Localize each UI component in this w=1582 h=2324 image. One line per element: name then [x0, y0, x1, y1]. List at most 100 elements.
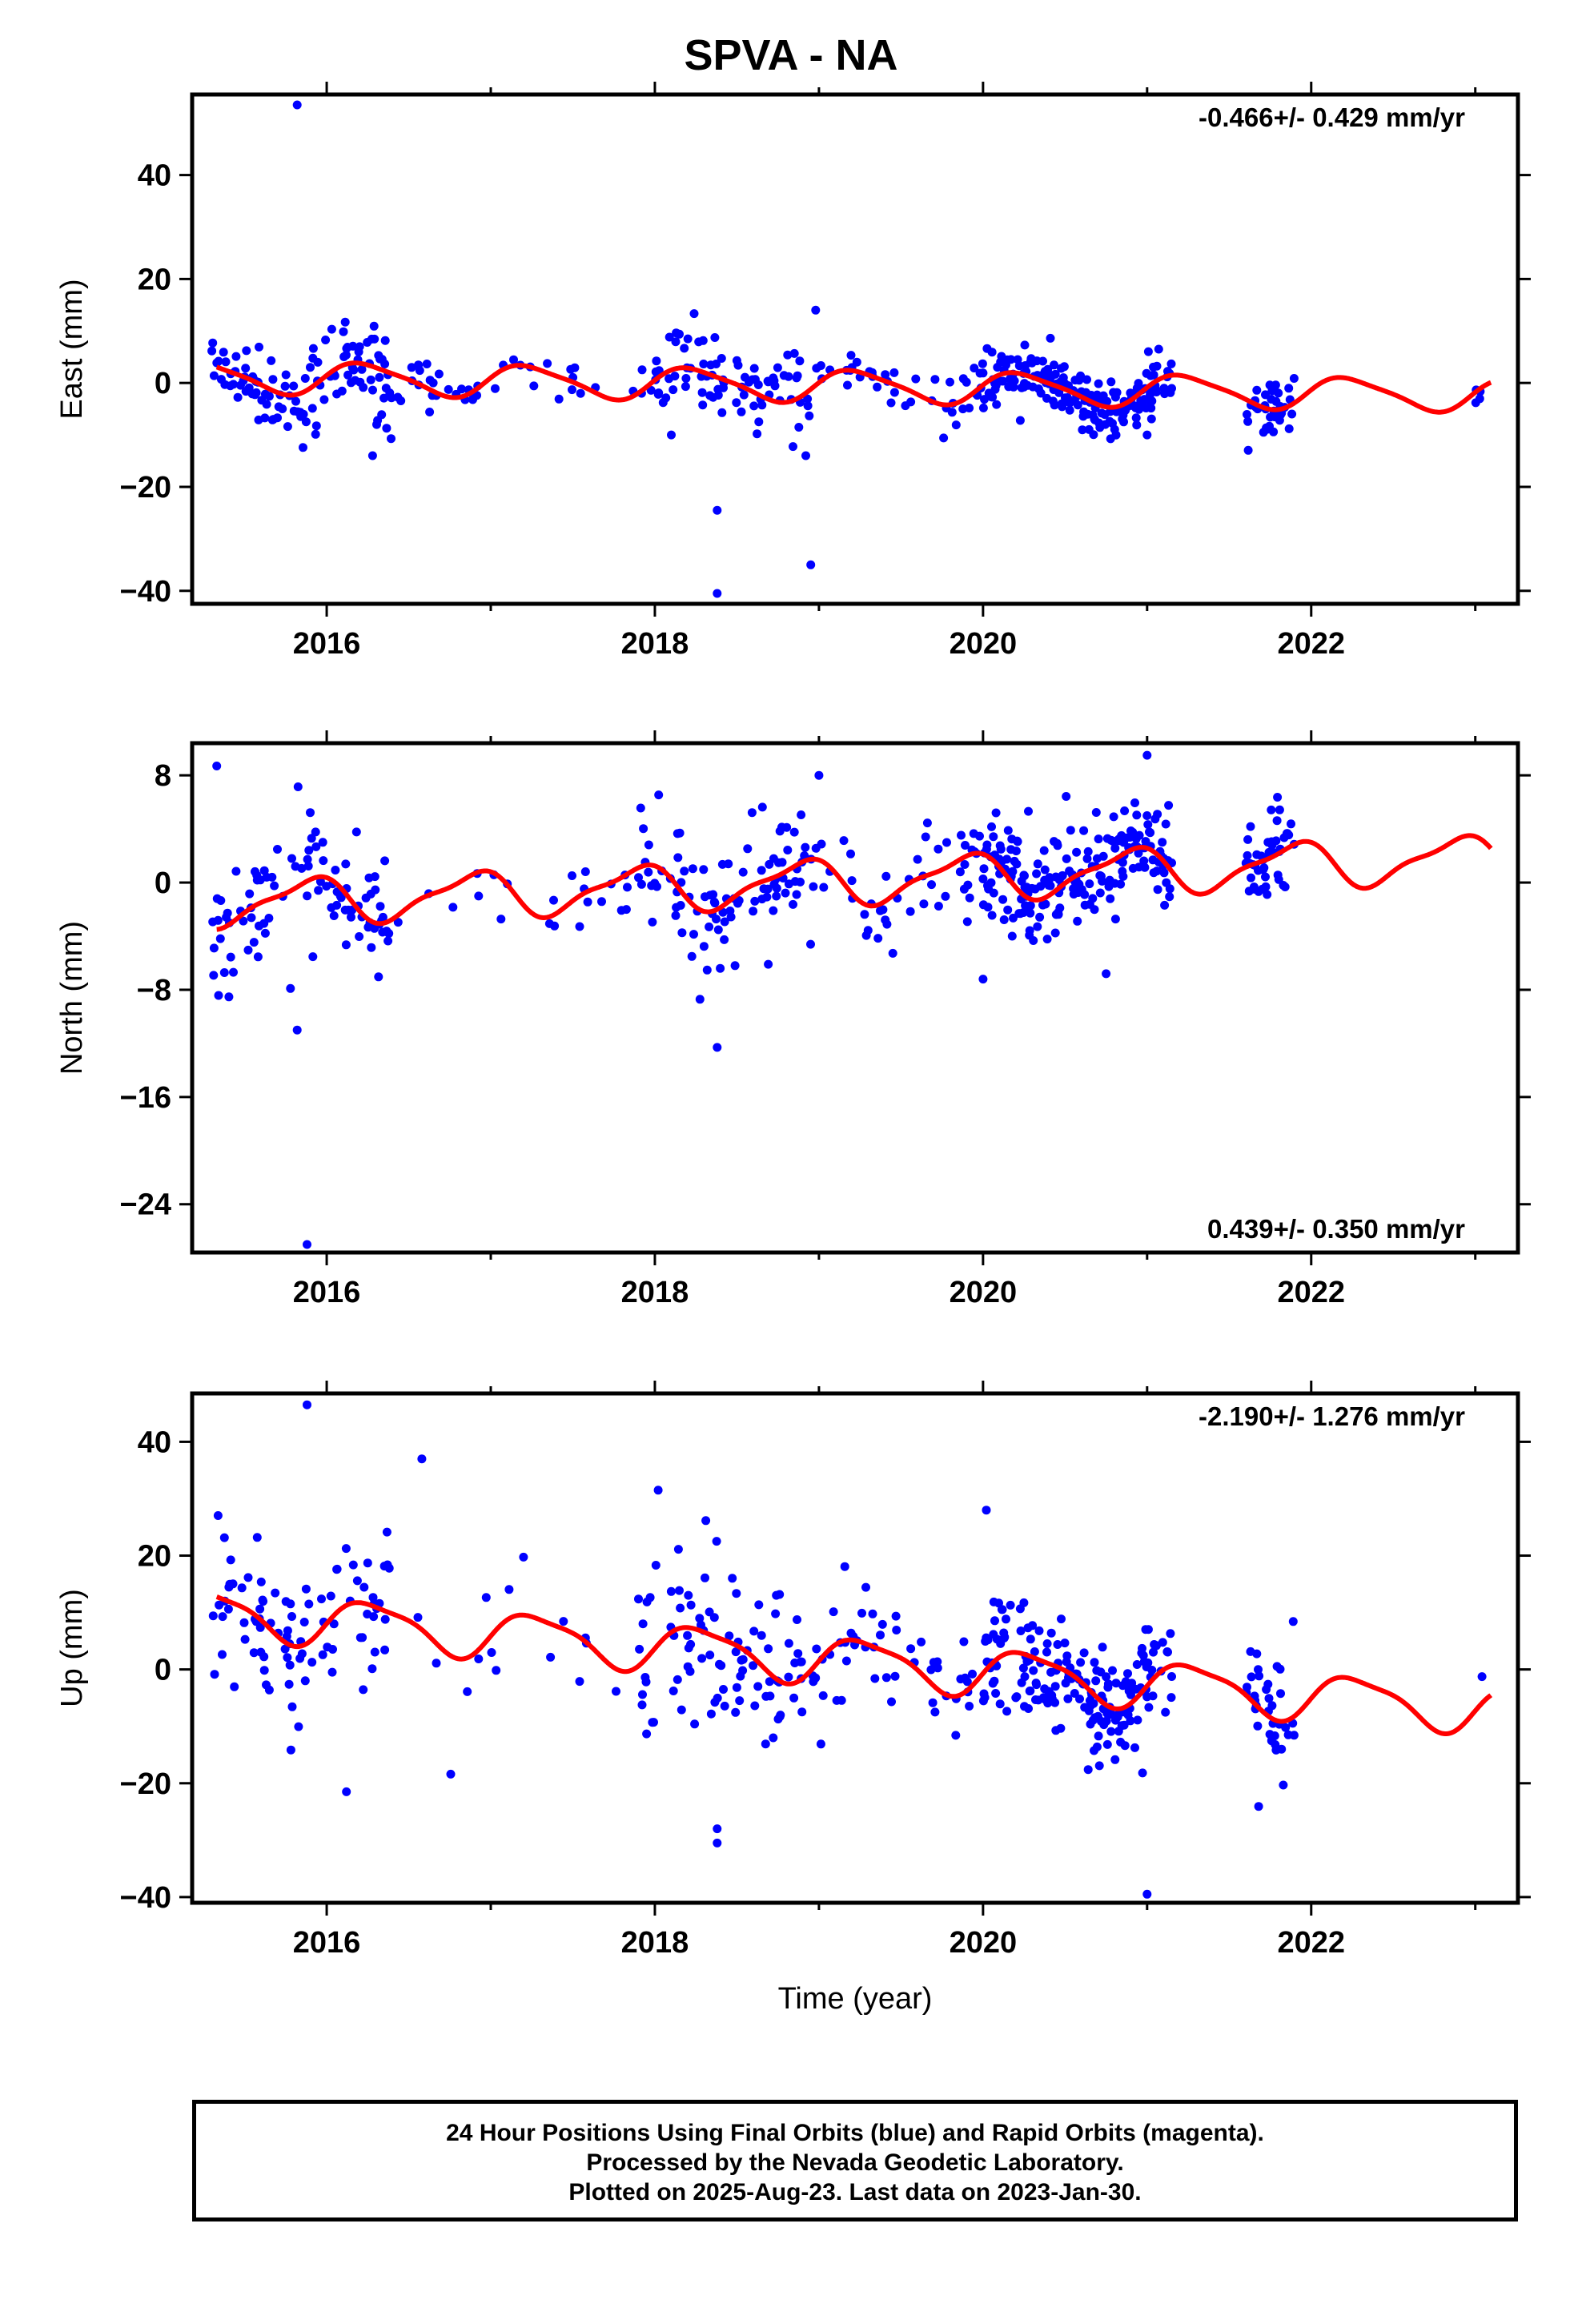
data-point [661, 393, 671, 403]
y-axis-label: Up (mm) [55, 1589, 89, 1707]
data-point [926, 1665, 936, 1675]
data-point [1123, 1669, 1132, 1679]
data-point [829, 1607, 838, 1617]
data-point [987, 348, 997, 357]
data-point [675, 329, 684, 339]
data-point [1094, 1761, 1104, 1771]
data-point [209, 971, 219, 980]
data-point [796, 877, 805, 887]
data-point [293, 782, 303, 791]
data-point [1149, 1647, 1158, 1657]
data-point [1246, 822, 1255, 831]
data-point [706, 1709, 716, 1719]
data-point [1261, 882, 1271, 891]
data-point [327, 1667, 337, 1677]
data-point [870, 1674, 880, 1683]
data-point [292, 100, 302, 110]
data-point [784, 1672, 793, 1682]
data-point [776, 1711, 785, 1720]
data-point [1080, 890, 1090, 899]
data-point [637, 1700, 647, 1710]
data-point [1271, 836, 1281, 846]
data-point [1057, 1614, 1066, 1624]
data-point [317, 1594, 326, 1604]
data-point [359, 1582, 369, 1592]
data-point [1271, 380, 1280, 390]
data-point [1026, 1634, 1035, 1644]
data-point [319, 856, 328, 866]
data-point [713, 589, 722, 598]
data-point [1143, 347, 1153, 356]
data-point [280, 381, 290, 391]
data-point [783, 846, 793, 854]
data-point [1159, 868, 1169, 878]
data-point [986, 878, 996, 887]
data-point [332, 1564, 342, 1574]
y-tick-label: 40 [138, 1425, 171, 1459]
data-point [749, 1626, 759, 1636]
data-point [214, 356, 223, 366]
data-point [732, 398, 741, 408]
data-point [998, 895, 1008, 904]
data-point [286, 1745, 295, 1755]
data-point [689, 309, 699, 319]
data-point [300, 1676, 310, 1686]
data-point [731, 1647, 741, 1657]
y-tick-label: −24 [120, 1188, 171, 1222]
data-point [1253, 1721, 1263, 1731]
data-point [978, 368, 988, 378]
data-point [1046, 1628, 1056, 1638]
data-point [240, 1634, 250, 1644]
data-point [1034, 1626, 1044, 1635]
data-point [793, 1649, 803, 1659]
data-point [1167, 384, 1176, 393]
data-point [1076, 1658, 1086, 1667]
data-point [223, 908, 232, 918]
data-point [670, 372, 680, 381]
data-point [1079, 1648, 1089, 1658]
data-point [208, 1611, 218, 1621]
data-point [1284, 830, 1294, 840]
x-tick-label: 2020 [950, 627, 1018, 661]
data-point [716, 963, 725, 973]
data-point [735, 1696, 745, 1706]
data-point [652, 356, 661, 366]
data-point [329, 1619, 339, 1629]
data-point [983, 1635, 993, 1645]
data-point [297, 863, 307, 873]
data-point [283, 1653, 292, 1663]
data-point [1073, 916, 1082, 926]
data-point [933, 1657, 942, 1667]
data-point [1102, 1672, 1111, 1682]
data-point [623, 883, 632, 892]
data-point [750, 1701, 760, 1711]
data-point [1279, 1780, 1288, 1790]
data-point [771, 1609, 781, 1618]
data-point [380, 360, 390, 368]
data-point [1110, 1755, 1120, 1764]
data-point [259, 1666, 269, 1675]
data-point [422, 360, 432, 368]
data-point [665, 332, 674, 342]
data-point [990, 1676, 999, 1686]
data-point [1139, 856, 1149, 866]
data-point [307, 404, 317, 413]
data-point [1007, 931, 1017, 941]
data-point [223, 1604, 233, 1614]
data-point [685, 1667, 695, 1676]
data-point [887, 1697, 896, 1707]
data-point [861, 1582, 870, 1592]
data-point [1053, 1640, 1062, 1649]
data-point [286, 1599, 295, 1609]
data-point [881, 871, 891, 881]
data-point [1166, 1693, 1176, 1703]
data-point [803, 401, 813, 411]
data-point [983, 903, 993, 912]
data-point [649, 1718, 658, 1727]
rate-annotation: -0.466+/- 0.429 mm/yr [1199, 103, 1465, 132]
data-point [762, 892, 772, 902]
data-point [876, 1630, 885, 1640]
data-point [978, 875, 988, 883]
data-point [1153, 885, 1162, 895]
data-point [1082, 854, 1092, 863]
